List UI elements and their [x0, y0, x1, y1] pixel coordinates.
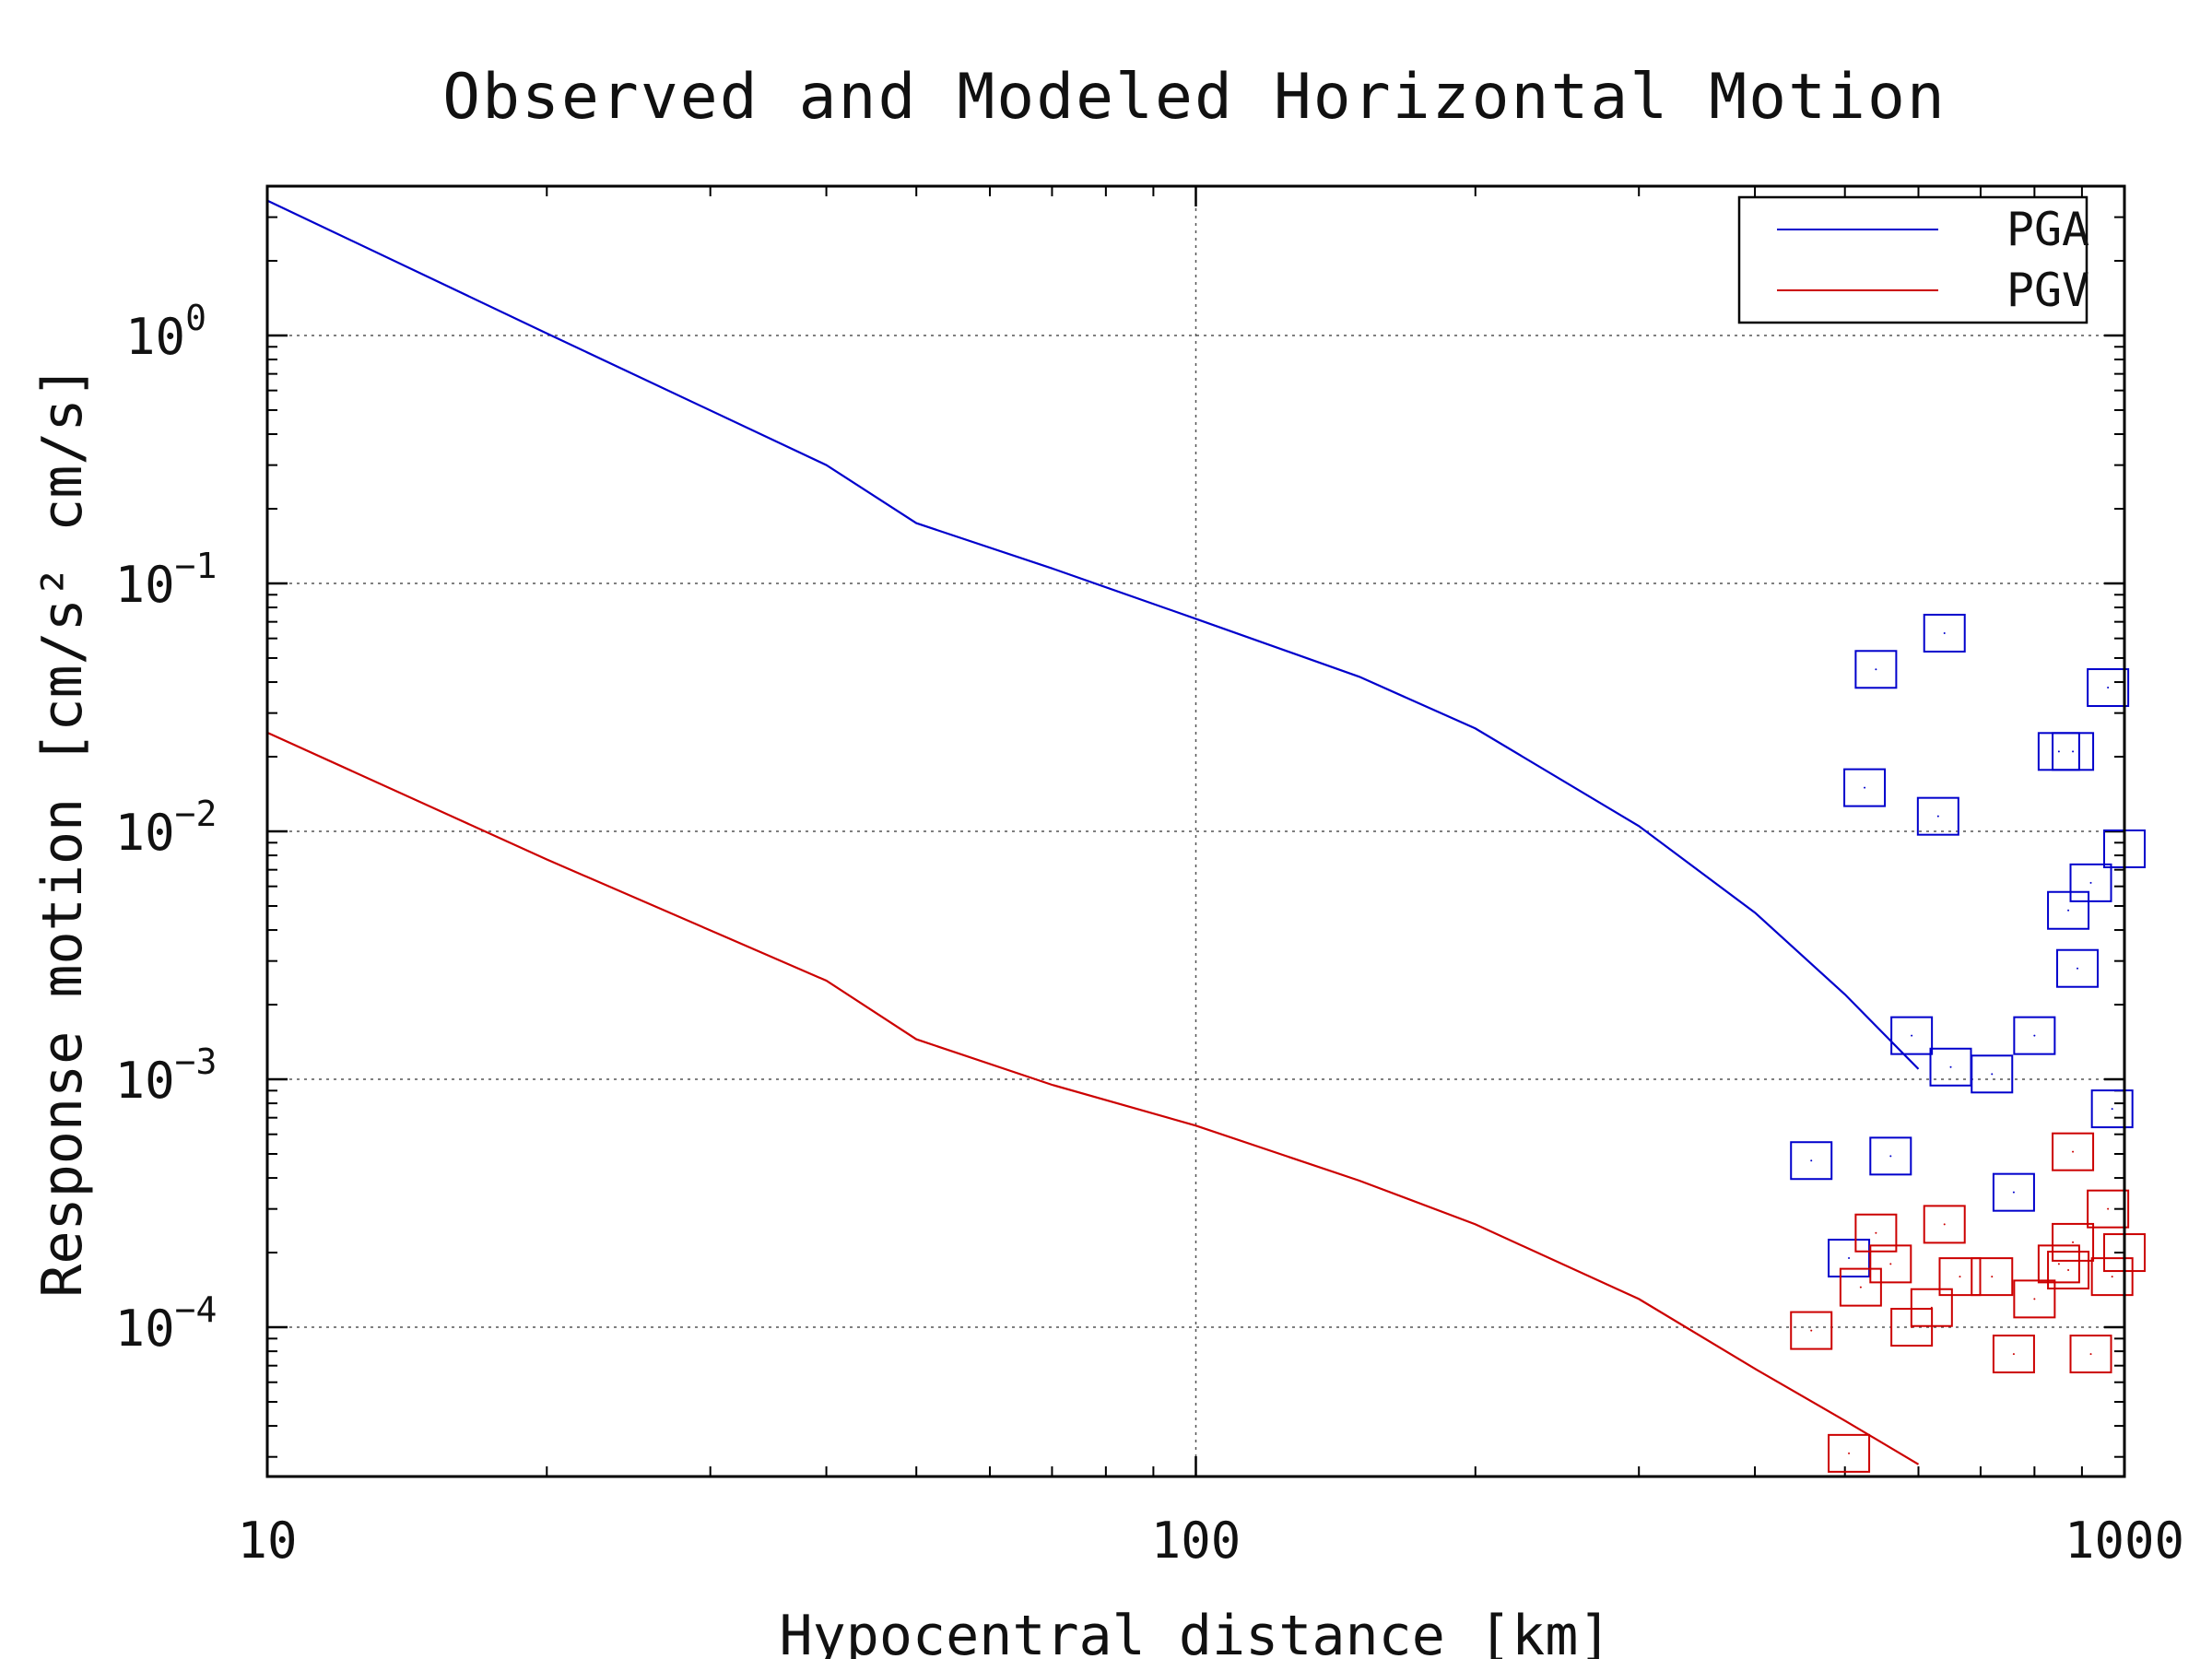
- observed-marker: [1828, 1239, 1871, 1278]
- observed-point: [2067, 1269, 2070, 1272]
- observed-point: [2033, 1298, 2036, 1300]
- y-tick-label: 10−2: [115, 794, 218, 862]
- observed-markers: [1790, 613, 2146, 1473]
- x-axis-label: Hypocentral distance [km]: [779, 1604, 1611, 1659]
- observed-point: [1930, 1306, 1933, 1309]
- y-tick-label: 10−3: [115, 1041, 218, 1110]
- observed-marker: [1828, 1433, 1871, 1473]
- observed-marker: [2052, 1222, 2095, 1262]
- observed-point: [2072, 750, 2075, 753]
- observed-point: [1889, 1263, 1892, 1265]
- observed-point: [2057, 750, 2060, 753]
- observed-marker: [1790, 1141, 1833, 1181]
- observed-point: [2077, 967, 2079, 970]
- observed-marker: [2052, 732, 2095, 771]
- observed-marker: [1854, 650, 1898, 689]
- observed-point: [2111, 1108, 2113, 1111]
- observed-point: [1943, 1223, 1946, 1226]
- observed-marker: [1992, 1335, 2035, 1374]
- observed-point: [2012, 1353, 2015, 1356]
- observed-point: [1991, 1073, 1994, 1076]
- observed-marker: [1923, 613, 1966, 653]
- observed-marker: [2013, 1016, 2056, 1055]
- observed-point: [1810, 1329, 1813, 1332]
- observed-marker: [1869, 1136, 1912, 1176]
- observed-point: [1859, 1286, 1862, 1288]
- observed-marker: [2047, 890, 2090, 930]
- observed-point: [1875, 1231, 1877, 1234]
- observed-marker: [1971, 1257, 2014, 1297]
- series-lines: [266, 199, 1920, 1465]
- observed-marker: [1890, 1016, 1934, 1055]
- observed-marker: [2087, 668, 2130, 708]
- observed-point: [2107, 1207, 2110, 1210]
- observed-point: [1889, 1155, 1892, 1158]
- observed-point: [2033, 1034, 2036, 1037]
- observed-point: [1991, 1276, 1994, 1278]
- observed-marker: [1916, 796, 1959, 836]
- observed-point: [2057, 1263, 2060, 1265]
- observed-marker: [2069, 863, 2112, 902]
- y-tick-labels: 100 10−1 10−2 10−3 10−4: [115, 298, 218, 1358]
- legend-label-pgv: PGV: [2006, 264, 2089, 317]
- observed-marker: [1971, 1054, 2014, 1094]
- legend-box: [1737, 195, 2088, 324]
- observed-marker: [2090, 1089, 2134, 1129]
- plot-frame: [265, 184, 2126, 1478]
- observed-marker: [1790, 1311, 1833, 1350]
- observed-marker: [1843, 768, 1887, 807]
- series-line-pgv: [266, 731, 1920, 1465]
- chart-title: Observed and Modeled Horizontal Motion: [442, 61, 1947, 134]
- observed-point: [1864, 786, 1866, 789]
- observed-marker: [2090, 1257, 2134, 1297]
- observed-point: [2072, 1241, 2075, 1243]
- observed-marker: [2069, 1335, 2112, 1374]
- x-tick-label: 10: [237, 1512, 297, 1570]
- y-tick-label: 10−4: [115, 1289, 218, 1358]
- observed-point: [1848, 1257, 1851, 1260]
- observed-point: [2089, 881, 2092, 884]
- observed-point: [2089, 1353, 2092, 1356]
- observed-marker: [1923, 1205, 1966, 1244]
- observed-marker: [1854, 1213, 1898, 1253]
- x-tick-labels: 10 100 1000: [237, 1512, 2184, 1570]
- observed-point: [2111, 1276, 2113, 1278]
- y-tick-label: 10−1: [115, 546, 218, 614]
- observed-marker: [1869, 1244, 1912, 1284]
- observed-point: [2067, 909, 2070, 912]
- series-line-pga: [266, 199, 1920, 1070]
- legend: PGA PGV: [1737, 195, 2089, 324]
- observed-marker: [2047, 1251, 2090, 1290]
- observed-point: [1949, 1065, 1952, 1068]
- x-tick-label: 100: [1151, 1512, 1241, 1570]
- observed-point: [2072, 1150, 2075, 1153]
- observed-point: [1943, 631, 1946, 634]
- observed-point: [2107, 687, 2110, 689]
- observed-marker: [2037, 1244, 2080, 1284]
- grid-lines: [267, 186, 2124, 1477]
- legend-label-pga: PGA: [2006, 203, 2089, 256]
- observed-point: [1810, 1159, 1813, 1162]
- observed-point: [1959, 1276, 1961, 1278]
- observed-point: [1848, 1452, 1851, 1454]
- observed-marker: [1910, 1288, 1953, 1327]
- observed-point: [2012, 1191, 2015, 1194]
- y-axis-label: Response motion [cm/s² cm/s]: [30, 365, 95, 1297]
- observed-point: [1875, 668, 1877, 671]
- observed-point: [1936, 815, 1939, 818]
- observed-marker: [1992, 1172, 2035, 1212]
- observed-marker: [2056, 948, 2100, 988]
- observed-point: [1911, 1034, 1913, 1037]
- observed-marker: [1839, 1267, 1882, 1307]
- y-tick-label: 100: [125, 298, 206, 366]
- x-tick-label: 1000: [2065, 1512, 2184, 1570]
- observed-marker: [2087, 1189, 2130, 1229]
- observed-marker: [2013, 1279, 2056, 1319]
- observed-marker: [2052, 1132, 2095, 1171]
- observed-marker: [1938, 1257, 1982, 1297]
